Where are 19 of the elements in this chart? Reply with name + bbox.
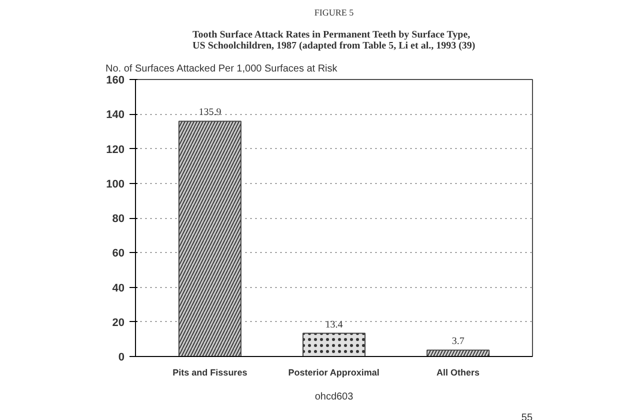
y-tick-label: 100 (106, 178, 125, 190)
y-tick-label: 120 (106, 144, 125, 156)
x-tick-label: Posterior Approximal (288, 368, 380, 378)
x-tick-label: Pits and Fissures (172, 368, 248, 378)
y-tick-label: 140 (106, 109, 125, 122)
y-tick-label: 0 (118, 352, 125, 364)
y-axis-title: No. of Surfaces Attacked Per 1,000 Surfaces at Risk (106, 64, 338, 74)
y-tick-label: 20 (112, 316, 125, 329)
x-tick-label: All Others (436, 368, 480, 378)
y-tick-label: 80 (112, 213, 125, 225)
y-tick-label: 160 (106, 74, 125, 86)
data-label: 3.7 (452, 336, 464, 348)
chart-title: FIGURE 5 (314, 8, 354, 18)
chart-subtitle: Tooth Surface Attack Rates in Permanent Teeth by Surface Type, US Schoolchildren, 1987 (adapted from Table 5, Li et al., 1993 (39) (192, 30, 476, 52)
y-tick-label: 60 (112, 248, 125, 260)
y-tick-label: 40 (112, 282, 125, 294)
data-label: 13.4 (325, 319, 343, 330)
data-label: 135.9 (198, 107, 222, 118)
text: ohcd603 (314, 392, 354, 402)
